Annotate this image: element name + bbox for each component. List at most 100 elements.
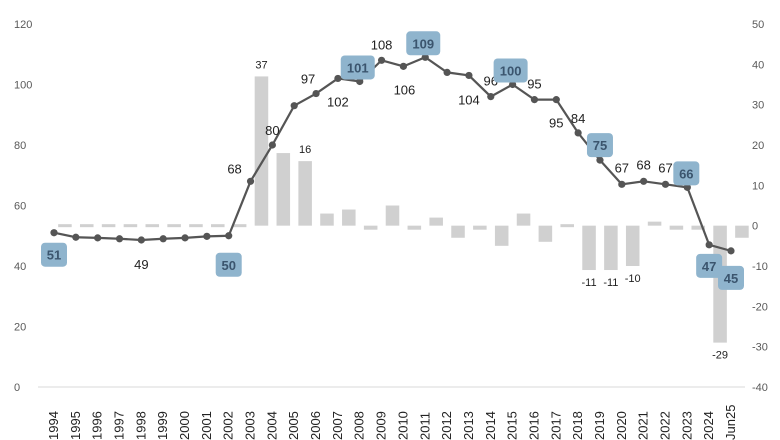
- bar-2009: [385, 205, 400, 226]
- point-label: 68: [227, 161, 241, 176]
- highlight-label-box: [215, 252, 242, 277]
- line-point-2005: [290, 102, 298, 110]
- x-axis-tick-label: 2019: [592, 411, 607, 440]
- point-label: 68: [636, 157, 650, 172]
- right-axis-tick-label: -20: [752, 301, 768, 313]
- bar-2007: [342, 209, 356, 226]
- point-label: 104: [458, 92, 480, 107]
- line-point-1999: [159, 235, 167, 243]
- x-axis-tick-label: 1995: [68, 411, 83, 440]
- bar-1995: [79, 224, 94, 228]
- bar-1999: [167, 224, 181, 228]
- x-axis-tick-label: 2007: [330, 411, 345, 440]
- bar-2000: [189, 224, 203, 228]
- x-axis-tick-label: 2016: [526, 411, 541, 440]
- bar-2005: [298, 161, 312, 226]
- x-axis-tick-label: 2013: [461, 411, 476, 440]
- bar-2021: [647, 221, 662, 226]
- x-axis-tick-label: 2005: [286, 411, 301, 440]
- bar-2003: [254, 76, 269, 226]
- line-point-2009: [377, 56, 386, 64]
- left-axis-tick-label: 20: [14, 322, 26, 334]
- x-axis-tick-label: 2000: [177, 411, 192, 440]
- x-axis-tick-label: Jun25: [723, 405, 738, 440]
- bar-2020: [625, 225, 640, 266]
- x-axis-tick-label: 1994: [46, 411, 61, 440]
- bar-label: -29: [712, 350, 728, 362]
- bar-2010: [407, 225, 422, 230]
- bar-1998: [145, 224, 160, 228]
- line-point-2011: [421, 53, 429, 61]
- highlight-label-box: [340, 55, 375, 80]
- line-point-1997: [115, 235, 124, 243]
- right-axis-tick-label: 50: [752, 19, 764, 31]
- point-label: 108: [371, 37, 393, 52]
- line-point-2007: [334, 74, 342, 83]
- x-axis-tick-label: 2012: [439, 411, 454, 440]
- highlight-label-box: [696, 253, 723, 278]
- right-axis-tick-label: 30: [752, 100, 764, 112]
- bar-2002: [232, 224, 247, 228]
- highlight-point-label: 47: [702, 259, 716, 274]
- line-layer: [50, 53, 735, 255]
- x-axis-tick-label: 2009: [374, 411, 389, 440]
- line-point-2023: [683, 183, 691, 191]
- highlight-label-box: [406, 31, 441, 56]
- point-label: 67: [658, 160, 672, 175]
- line-point-2018: [574, 129, 582, 137]
- line-point-2000: [181, 234, 189, 242]
- x-axis-tick-label: 1996: [90, 411, 105, 440]
- right-axis-tick-label: 40: [752, 59, 764, 71]
- bar-2013: [473, 225, 487, 230]
- line-point-2006: [312, 89, 320, 98]
- line-point-2021: [640, 177, 648, 185]
- left-axis-tick-label: 120: [14, 19, 32, 31]
- x-axis-tick-label: 2021: [636, 411, 651, 440]
- line-point-2015: [509, 80, 517, 89]
- left-axis-tick-label: 100: [14, 80, 32, 92]
- bars-layer: [58, 76, 749, 343]
- x-axis-tick-label: 2008: [352, 411, 367, 440]
- line-point-2016: [530, 96, 539, 104]
- x-axis-tick-label: 1999: [155, 411, 170, 440]
- line-point-1995: [72, 233, 80, 241]
- bar-label: -11: [582, 277, 597, 289]
- line-point-2008: [356, 77, 364, 86]
- bar-2012: [451, 225, 465, 238]
- line-point-2001: [203, 232, 211, 240]
- x-axis-tick-label: 2001: [199, 411, 214, 440]
- line-point-1994: [50, 229, 58, 237]
- highlight-point-label: 66: [679, 166, 693, 181]
- x-axis-tick-label: 1997: [112, 411, 127, 440]
- left-axis-tick-label: 80: [14, 140, 26, 152]
- left-axis-tick-label: 40: [14, 261, 26, 273]
- x-axis-tick-label: 2003: [243, 411, 258, 440]
- bar-2011: [429, 217, 443, 226]
- highlight-point-label: 100: [500, 64, 522, 79]
- point-label: 102: [327, 94, 349, 109]
- bar-2001: [211, 224, 225, 228]
- highlight-point-label: 50: [221, 258, 235, 273]
- x-axis-tick-label: 2010: [395, 411, 410, 440]
- bar-label: 37: [255, 59, 267, 71]
- bar-1996: [101, 224, 116, 228]
- bar-2022: [669, 225, 684, 230]
- line-point-2012: [443, 68, 451, 76]
- point-label: 106: [394, 82, 416, 97]
- bar-2016: [538, 225, 553, 242]
- point-label: 95: [549, 116, 563, 131]
- line-point-Jun25: [727, 247, 735, 255]
- line-series: [53, 56, 732, 252]
- bar-1997: [123, 224, 138, 228]
- right-axis-tick-label: -10: [752, 261, 768, 273]
- line-point-2014: [487, 93, 495, 101]
- line-point-2002: [225, 232, 233, 240]
- bar-Jun25: [735, 225, 749, 238]
- x-axis-tick-label: 2006: [308, 411, 323, 440]
- highlight-point-label: 109: [412, 36, 434, 51]
- line-point-2017: [552, 96, 560, 104]
- x-axis-tick-label: 2011: [417, 412, 432, 440]
- bar-2023: [691, 225, 706, 230]
